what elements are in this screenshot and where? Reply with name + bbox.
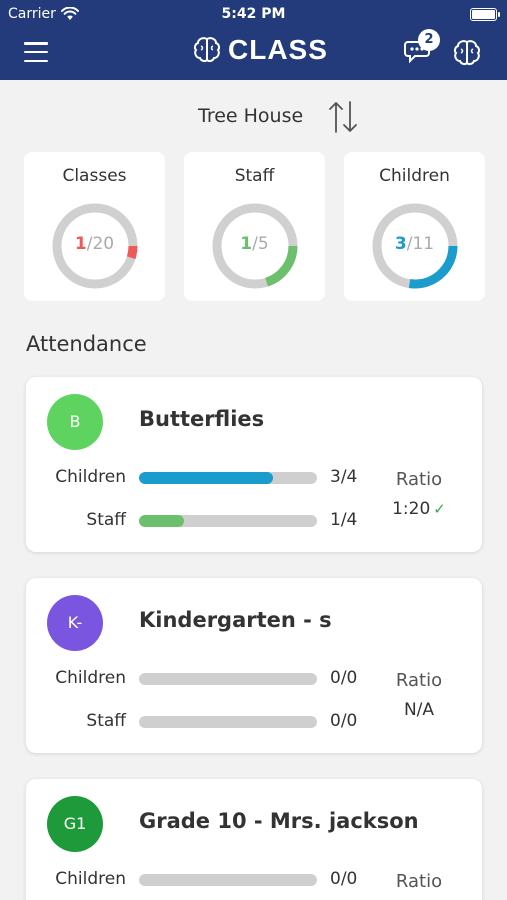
ratio-value: N/A <box>382 700 456 720</box>
children-label: Children <box>55 668 126 688</box>
stat-value: 1/20 <box>24 234 165 254</box>
ratio-label: Ratio <box>395 871 443 892</box>
staff-stat-card[interactable]: Staff 1/5 <box>184 152 325 301</box>
stat-value: 1/5 <box>184 234 325 254</box>
class-avatar: B <box>47 394 103 450</box>
hamburger-line <box>24 42 48 45</box>
status-bar: Carrier 5:42 PM <box>0 0 507 28</box>
staff-progress-bar <box>139 515 317 527</box>
stat-total: /11 <box>406 234 435 254</box>
children-stat-card[interactable]: Children 3/11 <box>344 152 485 301</box>
staff-progress-fill <box>139 515 184 527</box>
class-avatar: G1 <box>47 796 103 852</box>
check-icon: ✓ <box>433 500 446 518</box>
children-label: Children <box>55 467 126 487</box>
children-progress-bar <box>139 472 317 484</box>
carrier-name: Carrier <box>8 6 56 22</box>
brain-icon <box>453 40 481 66</box>
children-progress-fill <box>139 472 273 484</box>
hamburger-line <box>24 50 48 54</box>
children-label: Children <box>55 869 126 889</box>
brain-icon <box>193 37 221 63</box>
profile-button[interactable] <box>452 38 482 72</box>
staff-label: Staff <box>86 711 126 731</box>
wifi-icon <box>60 7 79 20</box>
ratio-label: Ratio <box>395 670 443 691</box>
status-time: 5:42 PM <box>221 6 286 22</box>
children-count: 0/0 <box>330 869 358 889</box>
stat-label: Staff <box>234 166 275 186</box>
location-name: Tree House <box>198 105 304 127</box>
classes-stat-card[interactable]: Classes 1/20 <box>24 152 165 301</box>
ratio-value: 1:20 ✓ <box>382 499 456 519</box>
stat-label: Classes <box>62 166 127 186</box>
carrier-info: Carrier <box>8 6 79 22</box>
class-card-butterflies[interactable]: B Butterflies Children 3/4 Staff 1/4 Rat… <box>26 377 482 552</box>
donut-chart <box>372 203 458 289</box>
staff-progress-bar <box>139 716 317 728</box>
hamburger-line <box>24 59 48 62</box>
stat-label: Children <box>379 166 450 186</box>
staff-count: 1/4 <box>330 510 358 530</box>
app-name: CLASS <box>228 34 328 65</box>
stat-count: 3 <box>394 234 407 254</box>
stat-count: 1 <box>240 234 253 254</box>
staff-count: 0/0 <box>330 711 358 731</box>
menu-button[interactable] <box>24 42 48 62</box>
stat-count: 1 <box>74 234 87 254</box>
children-count: 0/0 <box>330 668 358 688</box>
stat-total: /5 <box>252 234 269 254</box>
swap-arrows-icon[interactable] <box>326 100 360 134</box>
class-name: Butterflies <box>139 407 265 431</box>
class-name: Kindergarten - s <box>139 608 332 632</box>
location-selector: Tree House <box>0 100 507 134</box>
notification-badge: 2 <box>418 29 440 51</box>
staff-label: Staff <box>86 510 126 530</box>
class-avatar: K- <box>47 595 103 651</box>
attendance-heading: Attendance <box>26 332 147 356</box>
app-logo: CLASS <box>192 34 328 66</box>
children-progress-bar <box>139 673 317 685</box>
class-card-grade-10[interactable]: G1 Grade 10 - Mrs. jackson Children 0/0 … <box>26 779 482 900</box>
ratio-label: Ratio <box>395 469 443 490</box>
class-name: Grade 10 - Mrs. jackson <box>139 809 419 833</box>
donut-progress-arc <box>372 203 458 289</box>
battery-icon <box>470 8 500 21</box>
donut-chart <box>52 203 138 289</box>
children-progress-bar <box>139 874 317 886</box>
stat-value: 3/11 <box>344 234 485 254</box>
class-card-kindergarten[interactable]: K- Kindergarten - s Children 0/0 Staff 0… <box>26 578 482 753</box>
ratio-text: N/A <box>403 700 435 720</box>
donut-chart <box>212 203 298 289</box>
stat-total: /20 <box>86 234 115 254</box>
donut-progress-arc <box>212 203 298 289</box>
children-count: 3/4 <box>330 467 358 487</box>
donut-progress-arc <box>52 203 138 289</box>
ratio-text: 1:20 <box>392 499 431 519</box>
app-header: Carrier 5:42 PM CLASS 2 <box>0 0 507 80</box>
